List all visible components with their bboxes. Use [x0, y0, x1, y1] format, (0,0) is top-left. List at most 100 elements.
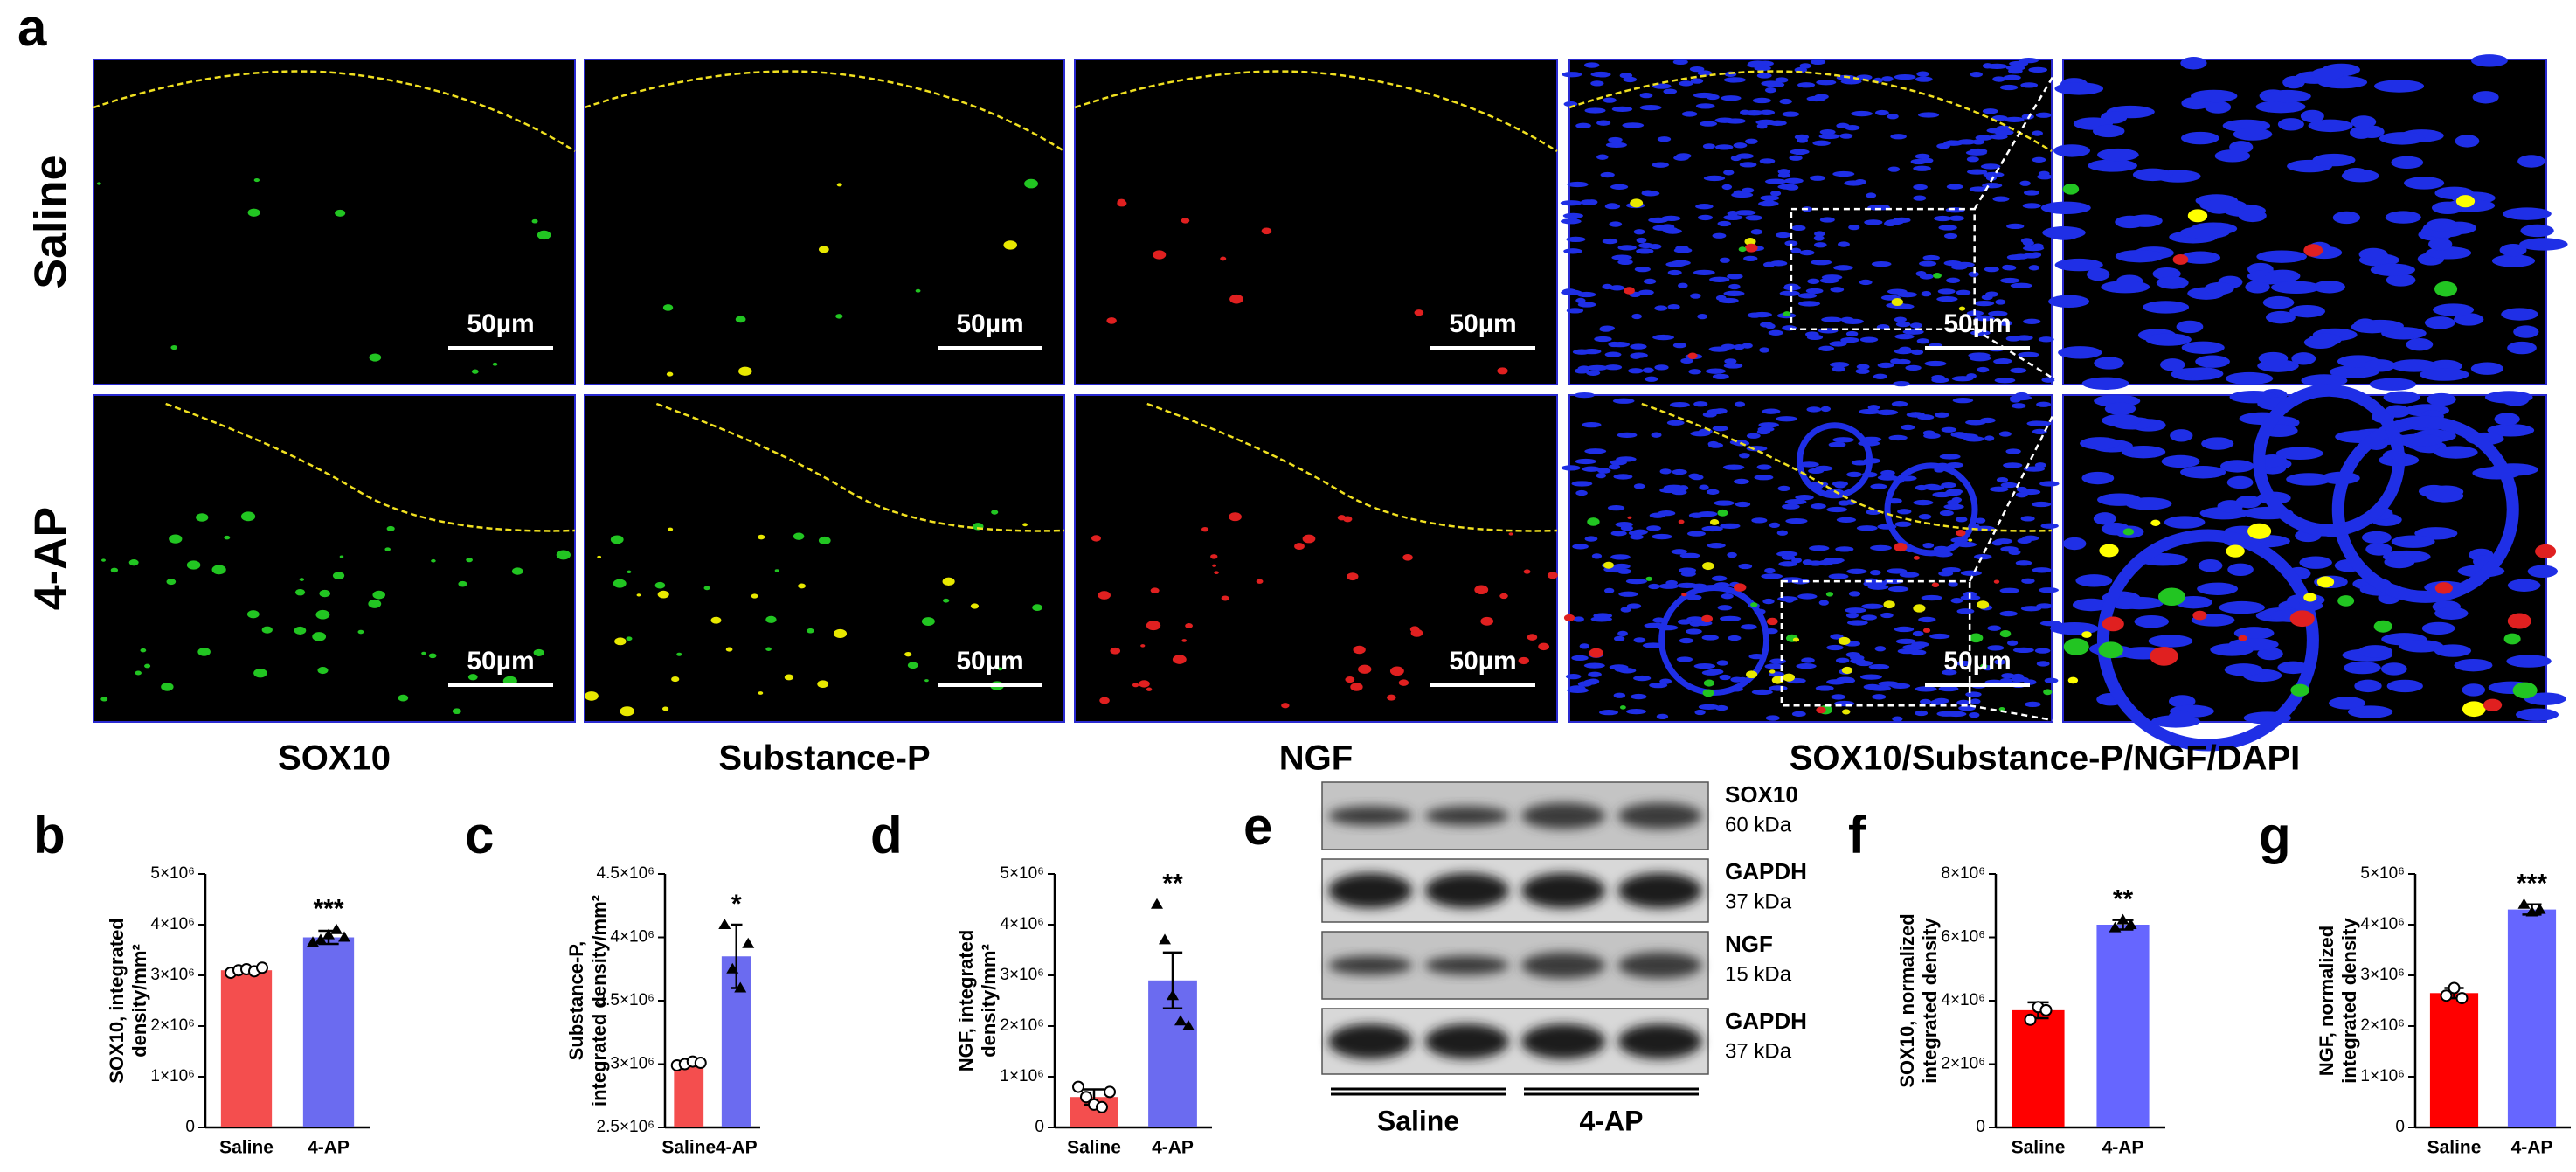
nucleus [1941, 426, 1956, 433]
signal [1032, 604, 1042, 612]
y-tick-label: 4×10⁶ [1941, 991, 1985, 1009]
y-tick-label: 4.5×10⁶ [597, 864, 654, 883]
nucleus [2072, 598, 2110, 612]
signal [610, 535, 624, 544]
nucleus [1681, 111, 1698, 117]
signal [676, 652, 682, 656]
signal [1744, 243, 1758, 253]
nucleus [1610, 285, 1624, 291]
nucleus [2501, 308, 2538, 321]
nucleus [1560, 200, 1582, 206]
signal [1589, 648, 1603, 658]
nucleus [1769, 522, 1780, 528]
nucleus [1916, 71, 1929, 77]
nucleus [1723, 77, 1746, 83]
nucleus [1711, 575, 1728, 581]
y-axis-label: integrated density/mm² [588, 895, 610, 1106]
band-name: GAPDH [1725, 1008, 1807, 1034]
signal [735, 316, 746, 323]
nucleus [2462, 683, 2486, 697]
nucleus [2286, 473, 2332, 486]
signal [627, 570, 632, 574]
nucleus [1956, 139, 1977, 145]
nucleus [1759, 347, 1770, 353]
nucleus [2031, 501, 2052, 508]
nucleus [1797, 593, 1818, 600]
nucleus [2527, 565, 2558, 578]
nucleus [1861, 614, 1877, 621]
nucleus [1911, 349, 1924, 356]
nucleus [1929, 633, 1950, 640]
nucleus [1633, 483, 1645, 489]
nucleus [2015, 492, 2028, 498]
nucleus [1913, 499, 1934, 506]
nucleus [1648, 583, 1660, 590]
band-size: 15 kDa [1725, 962, 1792, 986]
nucleus [2148, 635, 2193, 648]
signal [2434, 281, 2458, 297]
signal [798, 583, 806, 589]
nucleus [2006, 254, 2024, 260]
signal [1734, 583, 1747, 592]
nucleus [1845, 607, 1866, 614]
nucleus [1909, 649, 1927, 655]
nucleus [1950, 432, 1968, 438]
nucleus [1770, 191, 1782, 197]
nucleus [1998, 320, 2013, 326]
nucleus [1649, 682, 1668, 689]
y-axis-label: density/mm² [128, 944, 150, 1058]
nucleus [1575, 297, 1586, 304]
signal [332, 572, 345, 580]
nucleus [1758, 422, 1779, 428]
nucleus [1712, 373, 1729, 380]
signal [1913, 604, 1926, 613]
nucleus [1733, 343, 1745, 350]
signal [1678, 519, 1685, 524]
nucleus [1834, 482, 1846, 489]
nucleus [1588, 671, 1602, 677]
nucleus [1965, 691, 1982, 697]
nucleus [2037, 174, 2053, 180]
band-name: GAPDH [1725, 858, 1807, 884]
nucleus [1759, 158, 1776, 164]
panel-label: g [2259, 806, 2291, 864]
y-tick-label: 1×10⁶ [150, 1067, 195, 1085]
signal [368, 599, 382, 608]
nucleus [1993, 358, 2011, 364]
signal [835, 314, 843, 319]
signal [1842, 709, 1851, 715]
nucleus [2391, 535, 2435, 548]
nucleus [1835, 657, 1850, 663]
y-tick-label: 3.5×10⁶ [597, 991, 654, 1009]
nucleus [1833, 265, 1853, 271]
signal [1816, 706, 1826, 714]
nucleus [2301, 374, 2348, 387]
nucleus [1742, 187, 1755, 193]
nucleus [1832, 366, 1845, 372]
nucleus [2386, 679, 2423, 693]
nucleus [2289, 304, 2326, 318]
signal [2455, 195, 2476, 208]
signal [1181, 639, 1187, 642]
nucleus [2455, 135, 2480, 148]
signal [774, 569, 779, 572]
nucleus [1866, 509, 1881, 515]
y-tick-label: 8×10⁶ [1941, 864, 1985, 883]
nucleus [1644, 622, 1665, 628]
nucleus [1828, 441, 1846, 447]
signal [1150, 587, 1160, 593]
nucleus [1762, 408, 1781, 414]
signal [1261, 227, 1272, 235]
image-bg [93, 394, 576, 723]
nucleus [1960, 570, 1982, 576]
nucleus [1600, 171, 1615, 178]
signal [1702, 562, 1714, 571]
nucleus [1571, 481, 1593, 487]
nucleus [2022, 535, 2039, 541]
scale-bar-label: 50µm [1449, 309, 1516, 338]
nucleus [1836, 517, 1857, 523]
nucleus [1591, 553, 1603, 559]
nucleus [1562, 212, 1583, 219]
signal [997, 667, 1003, 671]
nucleus [1618, 668, 1637, 674]
